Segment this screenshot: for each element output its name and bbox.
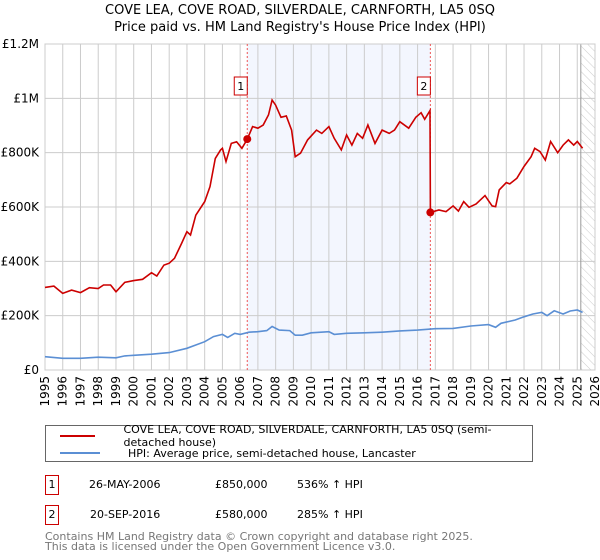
sale-label-box <box>416 76 431 96</box>
x-tick-label: 2008 <box>269 376 283 407</box>
x-tick-label: 2017 <box>428 376 442 407</box>
legend-swatch-property <box>60 435 96 437</box>
x-tick-label: 2016 <box>411 376 425 407</box>
x-tick-label: 1998 <box>91 376 105 407</box>
x-tick-label: 1995 <box>38 376 52 407</box>
chart-subtitle: Price paid vs. HM Land Registry's House … <box>114 20 486 35</box>
y-tick-label: £600K <box>1 200 41 214</box>
x-tick-label: 2000 <box>127 376 141 407</box>
y-tick-label: £1.2M <box>2 37 39 51</box>
x-tick-label: 2010 <box>304 376 318 407</box>
x-tick-label: 2024 <box>553 376 567 407</box>
x-tick-label: 2005 <box>215 376 229 407</box>
sale-date: 20-SEP-2016 <box>90 508 161 521</box>
sale-label: 1 <box>237 80 244 93</box>
x-tick-label: 2006 <box>233 376 247 407</box>
sale-marker-badge: 2 <box>45 505 59 525</box>
x-tick-label: 2002 <box>162 376 176 407</box>
x-tick-label: 1999 <box>109 376 123 407</box>
property-price-line <box>44 98 584 295</box>
hpi-line <box>44 309 583 360</box>
sale-marker-badge: 1 <box>45 475 59 495</box>
x-tick-label: 2021 <box>499 376 513 407</box>
x-tick-label: 2013 <box>357 376 371 407</box>
x-tick-label: 2020 <box>482 376 496 407</box>
plot-border <box>44 43 596 371</box>
x-tick-label: 2025 <box>570 376 584 407</box>
sale-price: £580,000 <box>215 508 268 521</box>
x-tick-label: 2026 <box>588 376 600 407</box>
sale-date: 26-MAY-2006 <box>89 478 161 491</box>
sale-label-box <box>233 76 248 96</box>
footer-copyright: Contains HM Land Registry data © Crown c… <box>45 530 473 543</box>
x-tick-label: 1996 <box>56 376 70 407</box>
x-tick-label: 2019 <box>464 376 478 407</box>
x-tick-label: 2012 <box>340 376 354 407</box>
x-tick-label: 2015 <box>393 376 407 407</box>
legend-swatch-hpi <box>60 452 100 454</box>
sale-hpi-change: 285% ↑ HPI <box>297 508 363 521</box>
x-tick-label: 1997 <box>73 376 87 407</box>
y-tick-label: £1M <box>13 91 39 105</box>
y-tick-label: £0 <box>24 363 39 377</box>
x-tick-label: 2014 <box>375 376 389 407</box>
sale-label: 2 <box>420 80 427 93</box>
y-tick-label: £400K <box>1 254 41 268</box>
x-tick-label: 2018 <box>446 376 460 407</box>
x-tick-label: 2023 <box>535 376 549 407</box>
y-tick-label: £200K <box>1 309 41 323</box>
chart-title: COVE LEA, COVE ROAD, SILVERDALE, CARNFOR… <box>105 3 495 18</box>
y-tick-label: £800K <box>1 146 41 160</box>
x-tick-label: 2001 <box>144 376 158 407</box>
sale-hpi-change: 536% ↑ HPI <box>297 478 363 491</box>
x-tick-label: 2011 <box>322 376 336 407</box>
legend-label-property: COVE LEA, COVE ROAD, SILVERDALE, CARNFOR… <box>123 423 492 449</box>
footer-licence: This data is licensed under the Open Gov… <box>45 540 396 553</box>
x-tick-label: 2003 <box>180 376 194 407</box>
legend-label-hpi: HPI: Average price, semi-detached house,… <box>128 446 416 460</box>
sale-point <box>243 135 252 144</box>
x-tick-label: 2022 <box>517 376 531 407</box>
x-tick-label: 2004 <box>198 376 212 407</box>
price-chart: 1995 1996 1997 1998 1999 2000 2001 2002 2003 2004… <box>1 37 600 407</box>
x-tick-label: 2007 <box>251 376 265 407</box>
legend: COVE LEA, COVE ROAD, SILVERDALE, CARNFOR… <box>45 423 533 462</box>
x-tick-label: 2009 <box>286 376 300 407</box>
sale-price: £850,000 <box>215 478 268 491</box>
sale-point <box>426 208 435 217</box>
